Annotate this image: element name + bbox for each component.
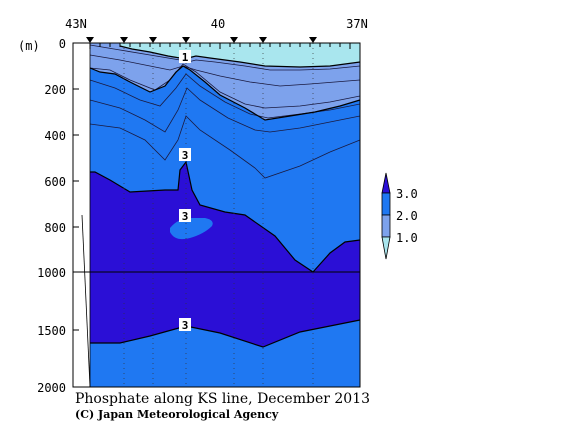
isoline-a xyxy=(89,63,361,109)
isoline-d xyxy=(89,115,361,179)
y-tick-label-2000: 2000 xyxy=(37,381,66,395)
legend-swatch-below-1 xyxy=(381,236,391,260)
x-tick-label-40: 40 xyxy=(211,17,225,31)
contour-label-3-a: 3 xyxy=(179,148,191,162)
isoline-1 xyxy=(119,45,361,68)
svg-text:3: 3 xyxy=(182,319,189,332)
contour-label-3-b: 3 xyxy=(179,209,191,223)
lens-2-to-3 xyxy=(170,218,213,240)
x-tick-label-43n: 43N xyxy=(65,17,87,31)
chart-credit: (C) Japan Meteorological Agency xyxy=(75,408,279,421)
y-tick-label-1500: 1500 xyxy=(37,324,66,338)
y-unit-label: (m) xyxy=(18,39,40,53)
contour-label-3-c: 3 xyxy=(179,318,191,332)
legend-label-2: 2.0 xyxy=(396,209,418,223)
chart-title: Phosphate along KS line, December 2013 xyxy=(75,391,370,407)
band-2-to-3-lower xyxy=(90,320,360,387)
y-tick-label-0: 0 xyxy=(59,37,66,51)
legend-swatch-above-3 xyxy=(381,172,391,194)
isoline-f xyxy=(89,54,361,87)
x-tick-label-37n: 37N xyxy=(346,17,368,31)
svg-text:1: 1 xyxy=(182,51,189,64)
legend-label-3: 3.0 xyxy=(396,187,418,201)
legend-swatch-2-to-3 xyxy=(381,192,391,216)
y-tick-label-600: 600 xyxy=(44,175,66,189)
seafloor-slope xyxy=(81,214,91,388)
contour-lines-bold xyxy=(89,45,361,348)
legend-swatch-1-to-2 xyxy=(381,214,391,238)
y-tick-marks xyxy=(73,42,79,388)
y-tick-label-200: 200 xyxy=(44,83,66,97)
band-below-1 xyxy=(120,43,360,67)
svg-text:3: 3 xyxy=(182,149,189,162)
isoline-2-upper xyxy=(89,65,361,121)
isoline-3-lower xyxy=(90,319,361,348)
svg-text:3: 3 xyxy=(182,210,189,223)
isoline-e xyxy=(89,44,361,71)
y-tick-label-800: 800 xyxy=(44,221,66,235)
isoline-c xyxy=(89,87,361,133)
legend-label-1: 1.0 xyxy=(396,231,418,245)
y-tick-label-400: 400 xyxy=(44,129,66,143)
plot-frame xyxy=(72,42,361,388)
y-tick-label-1000: 1000 xyxy=(37,266,66,280)
station-markers xyxy=(86,37,317,43)
contour-label-1: 1 xyxy=(179,50,191,64)
legend-colorbar xyxy=(381,172,391,260)
top-minor-ticks xyxy=(89,43,361,49)
isoline-3-upper xyxy=(90,160,361,273)
